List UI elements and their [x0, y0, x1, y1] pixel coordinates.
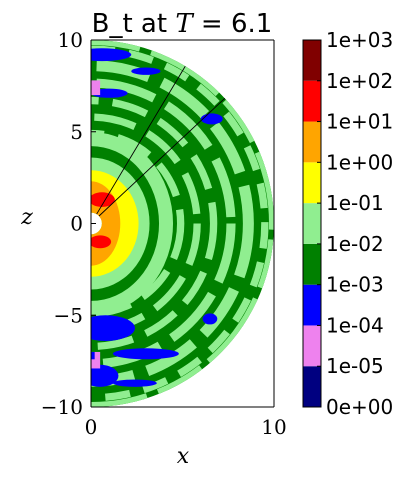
colorbar-frame [302, 39, 322, 408]
region-1e-05 [91, 80, 101, 96]
x-axis-label: x [177, 444, 190, 469]
y-tick-label: 0 [70, 212, 83, 236]
field-domain [91, 40, 274, 407]
region-1e-04 [112, 379, 157, 387]
colorbar-segment-0e+00 [303, 366, 321, 407]
region-1e-04 [131, 67, 161, 75]
y-axis-label: z [20, 205, 33, 230]
colorbar-label: 1e+01 [326, 110, 393, 134]
region-1e-02-band [91, 60, 254, 387]
y-tick-label: 5 [70, 120, 83, 144]
colorbar-label: 1e-03 [326, 273, 384, 297]
colorbar-label: 1e-05 [326, 354, 384, 378]
region-1e-04 [91, 351, 95, 360]
region-1e-02-band [91, 132, 174, 315]
y-tick-label: 10 [58, 28, 83, 52]
region-1e+01 [91, 235, 112, 249]
region-1e-04 [91, 364, 119, 387]
colorbar-label: 1e-01 [326, 191, 384, 215]
region-1e-04 [200, 113, 223, 125]
radial-lines [96, 65, 226, 217]
region-1e-04 [91, 48, 132, 62]
title-prefix: B_t at [92, 9, 176, 39]
colorbar: 0e+00 1e-05 1e-04 1e-03 1e-02 1e-01 1e+00 1e+01… [302, 28, 393, 419]
region-1e-02-band [91, 113, 201, 334]
x-tick-label: 0 [85, 415, 98, 439]
region-1e-05 [91, 351, 101, 369]
colorbar-segment-1e-02 [303, 203, 321, 244]
colorbar-label: 1e-02 [326, 232, 384, 256]
x-axis-ticks: 0 10 [85, 402, 287, 439]
colorbar-label: 1e+02 [326, 69, 393, 93]
region-1e-02-band [91, 78, 236, 369]
colorbar-segment-1e-01 [303, 162, 321, 204]
region-1e-04 [202, 313, 218, 325]
radial-line [96, 65, 186, 215]
colorbar-segment-1e+01 [303, 80, 321, 122]
y-tick-label: −5 [54, 303, 83, 327]
region-1e-02-rim [91, 40, 274, 407]
title-equals: = [193, 9, 231, 39]
y-tick-label: −10 [41, 395, 83, 419]
chart-title: B_t at T = 6.1 [92, 9, 273, 39]
colorbar-label: 1e-04 [326, 313, 384, 337]
region-1e-04 [112, 348, 179, 360]
region-1e-04 [91, 315, 135, 341]
colorbar-segment-1e+00 [303, 121, 321, 163]
colorbar-label: 0e+00 [326, 395, 393, 419]
region-1e-02-band [91, 96, 218, 351]
region-1e-01 [91, 170, 139, 277]
colorbar-label: 1e+00 [326, 150, 393, 174]
colorbar-segment-1e-03 [303, 243, 321, 285]
colorbar-label: 1e+03 [326, 28, 393, 52]
title-value: 6.1 [231, 9, 272, 39]
region-1e+01 [91, 192, 115, 207]
y-axis-ticks: 10 5 0 −5 −10 [41, 28, 96, 419]
title-variable: T [175, 9, 194, 39]
region-1e-02-band [91, 129, 185, 318]
x-tick-label: 10 [261, 415, 286, 439]
colorbar-segment-1e+02 [303, 40, 321, 81]
radial-line [98, 98, 226, 217]
region-1e-02-band [91, 45, 269, 402]
colorbar-segment-1e-04 [303, 284, 321, 326]
colorbar-segment-1e-05 [303, 325, 321, 367]
